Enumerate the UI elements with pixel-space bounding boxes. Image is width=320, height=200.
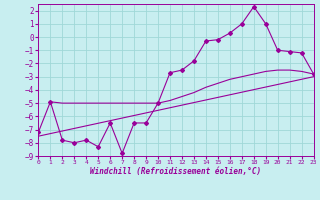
X-axis label: Windchill (Refroidissement éolien,°C): Windchill (Refroidissement éolien,°C) (91, 167, 261, 176)
